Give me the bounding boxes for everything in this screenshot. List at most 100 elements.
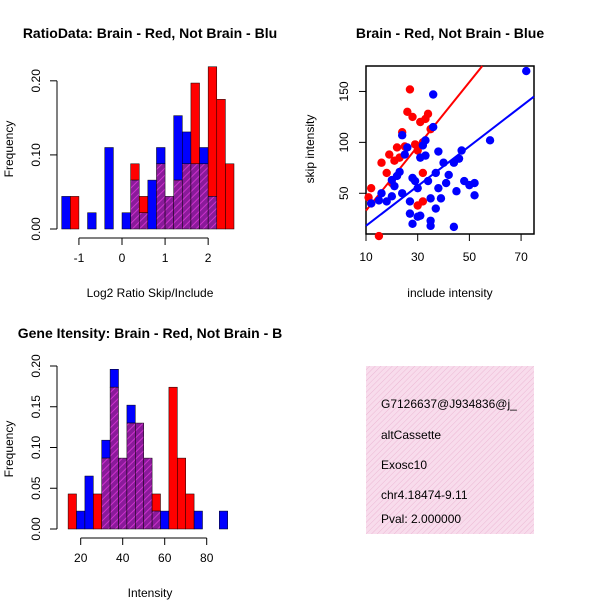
- intensity-y-tick-label: 0.00: [29, 517, 43, 541]
- scatter-point-not-brain: [485, 136, 495, 145]
- scatter-point-not-brain: [429, 122, 438, 132]
- scatter-point-brain: [405, 85, 415, 94]
- ratio-bar-overlap: [156, 163, 166, 230]
- scatter-point-not-brain: [377, 189, 386, 198]
- ratio-bar-overlap: [207, 196, 218, 230]
- scatter-point-brain: [418, 168, 428, 178]
- intensity-bar-brain: [168, 386, 178, 530]
- info-gene: Exosc10: [381, 458, 427, 472]
- ratio-y-tick-label: 0.20: [29, 69, 43, 93]
- intensity-bar-overlap: [143, 457, 153, 530]
- info-background: [366, 366, 534, 534]
- ratio-bar-not-brain: [182, 131, 192, 165]
- scatter-point-brain: [385, 150, 394, 159]
- scatter-plot: Brain - Red, Not Brain - Blue include in…: [303, 25, 544, 300]
- scatter-ylabel: skip intensity: [303, 115, 317, 184]
- ratio-bar-not-brain: [87, 212, 97, 230]
- scatter-x-tick-label: 10: [359, 250, 373, 264]
- scatter-point-not-brain: [444, 170, 453, 180]
- scatter-y-tick-label: 150: [337, 81, 351, 101]
- scatter-point-brain: [377, 158, 386, 167]
- scatter-point-not-brain: [449, 222, 459, 232]
- scatter-point-not-brain: [405, 197, 415, 206]
- scatter-point-not-brain: [426, 221, 435, 231]
- ratio-bar-not-brain: [147, 179, 157, 230]
- intensity-x-tick-label: 20: [74, 551, 88, 565]
- ratio-bar-not-brain: [61, 196, 71, 230]
- scatter-point-not-brain: [410, 176, 420, 186]
- intensity-bar-not-brain: [126, 404, 136, 424]
- scatter-y-tick-label: 100: [337, 132, 351, 152]
- ratio-ylabel: Frequency: [2, 121, 16, 178]
- scatter-point-not-brain: [413, 212, 422, 221]
- intensity-xlabel: Intensity: [128, 586, 173, 600]
- scatter-title: Brain - Red, Not Brain - Blue: [356, 25, 544, 41]
- ratio-bar-brain: [207, 66, 218, 197]
- intensity-x-tick-label: 40: [116, 551, 130, 565]
- ratio-bar-not-brain: [173, 115, 183, 181]
- scatter-x-tick-label: 50: [463, 250, 477, 264]
- intensity-bar-overlap: [126, 422, 136, 530]
- scatter-point-not-brain: [429, 90, 438, 99]
- info-panel: G7126637@J934836@j_ altCassette Exosc10 …: [366, 366, 534, 534]
- intensity-bar-not-brain: [101, 439, 111, 459]
- intensity-bar-not-brain: [76, 510, 86, 530]
- ratio-y-tick-label: 0.10: [29, 143, 43, 167]
- scatter-point-not-brain: [395, 167, 404, 177]
- ratio-x-tick-label: -1: [74, 251, 85, 265]
- info-pval: Pval: 2.000000: [381, 512, 461, 526]
- scatter-point-brain: [423, 109, 433, 119]
- scatter-point-brain: [408, 112, 417, 122]
- scatter-point-not-brain: [522, 66, 531, 76]
- intensity-histogram: Gene Itensity: Brain - Red, Not Brain - …: [2, 325, 282, 600]
- scatter-point-not-brain: [441, 178, 451, 188]
- intensity-bar-not-brain: [84, 475, 94, 530]
- scatter-point-brain: [374, 231, 384, 241]
- intensity-bar-overlap: [151, 510, 161, 530]
- scatter-frame: [365, 65, 535, 235]
- scatter-point-not-brain: [421, 136, 430, 145]
- scatter-point-not-brain: [452, 187, 461, 196]
- ratio-bar-brain: [190, 82, 200, 165]
- intensity-title: Gene Itensity: Brain - Red, Not Brain - …: [18, 325, 282, 341]
- scatter-point-brain: [382, 168, 391, 178]
- scatter-point-not-brain: [405, 209, 415, 218]
- scatter-point-brain: [418, 197, 428, 206]
- scatter-point-not-brain: [374, 196, 384, 205]
- intensity-bar-overlap: [118, 457, 128, 530]
- ratio-bar-brain: [138, 196, 149, 213]
- scatter-x-tick-label: 70: [514, 250, 528, 264]
- ratio-x-tick-label: 0: [119, 251, 126, 265]
- intensity-x-tick-label: 80: [200, 551, 214, 565]
- scatter-point-not-brain: [400, 150, 409, 159]
- ratio-bar-overlap: [190, 163, 200, 230]
- ratio-histogram: RatioData: Brain - Red, Not Brain - Blu …: [2, 25, 277, 300]
- intensity-bar-not-brain: [219, 510, 228, 530]
- intensity-bar-not-brain: [193, 510, 203, 530]
- ratio-bar-overlap: [199, 163, 209, 230]
- intensity-bar-overlap: [135, 422, 144, 530]
- scatter-x-tick-label: 30: [411, 250, 425, 264]
- scatter-y-tick-label: 50: [337, 186, 351, 200]
- intensity-bar-overlap: [109, 386, 119, 530]
- ratio-bar-overlap: [130, 179, 140, 230]
- scatter-fit-line-not-brain: [365, 95, 535, 227]
- scatter-point-not-brain: [470, 178, 479, 188]
- intensity-x-tick-label: 60: [158, 551, 172, 565]
- ratio-x-tick-label: 2: [205, 251, 212, 265]
- ratio-bar-overlap: [173, 179, 183, 230]
- intensity-bar-overlap: [101, 457, 111, 530]
- ratio-bar-not-brain: [156, 147, 166, 165]
- scatter-xlabel: include intensity: [407, 286, 492, 300]
- scatter-point-not-brain: [421, 151, 430, 160]
- scatter-point-not-brain: [366, 199, 376, 208]
- intensity-y-tick-label: 0.05: [29, 476, 43, 500]
- ratio-title: RatioData: Brain - Red, Not Brain - Blu: [23, 25, 277, 41]
- ratio-x-tick-label: 1: [162, 251, 169, 265]
- intensity-ylabel: Frequency: [2, 421, 16, 478]
- ratio-y-tick-label: 0.00: [29, 217, 43, 241]
- intensity-bar-brain: [185, 493, 195, 530]
- info-type: altCassette: [381, 428, 441, 442]
- intensity-bar-not-brain: [160, 510, 170, 530]
